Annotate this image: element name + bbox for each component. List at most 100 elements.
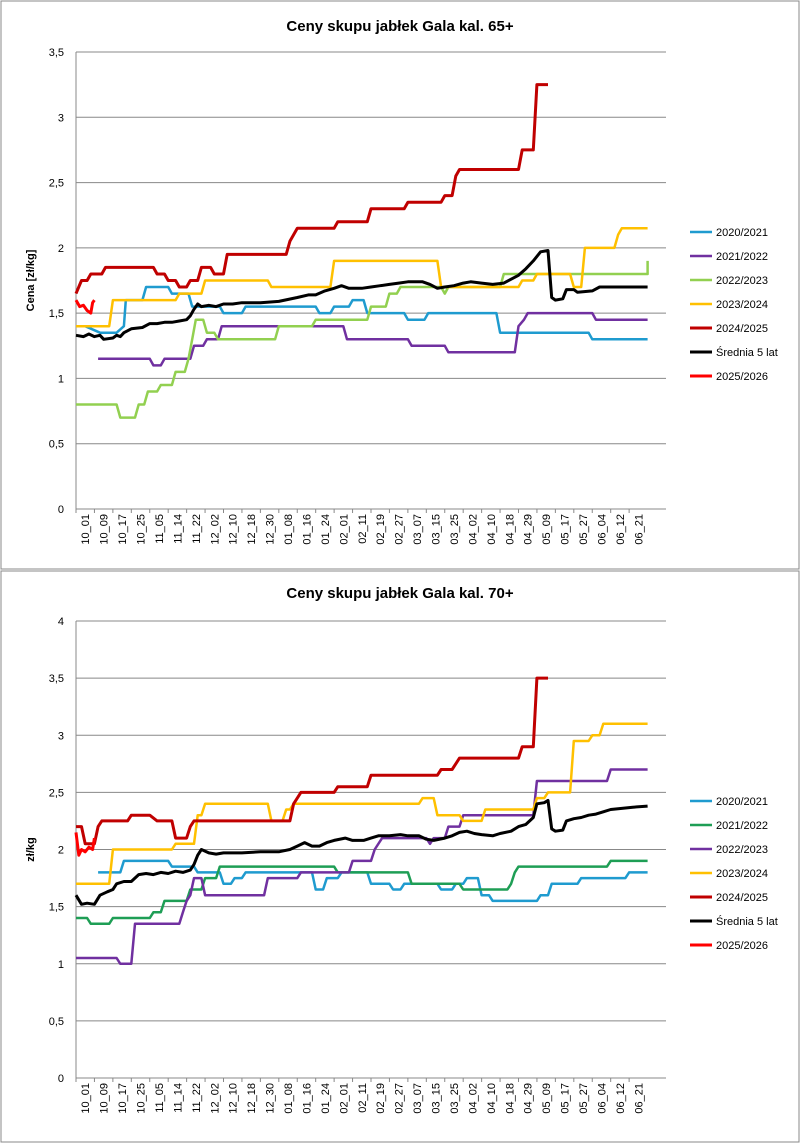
x-tick-label: 02_19	[375, 1083, 387, 1114]
x-tick-label: 01_24	[320, 514, 332, 545]
x-tick-label: 04_18	[504, 1083, 516, 1114]
x-tick-label: 10_01	[80, 514, 92, 545]
x-tick-label: 01_16	[301, 514, 313, 545]
x-tick-label: 12_18	[246, 1083, 258, 1114]
legend-label: 2021/2022	[716, 251, 768, 263]
x-tick-label: 06_12	[615, 1083, 627, 1114]
series-line-2024-2025	[76, 676, 548, 846]
y-tick-label: 3,5	[49, 673, 64, 685]
x-tick-label: 12_30	[265, 514, 277, 545]
x-tick-label: 12_02	[209, 1083, 221, 1114]
x-tick-label: 03_15	[431, 514, 443, 545]
y-tick-label: 0,5	[49, 439, 64, 451]
x-tick-label: 11_14	[172, 514, 184, 544]
x-tick-label: 10_17	[117, 1083, 129, 1114]
series-line-2025-2026	[74, 299, 96, 315]
legend-label: 2022/2023	[716, 275, 768, 287]
chart-frame	[0, 570, 800, 1143]
x-tick-label: 04_18	[504, 514, 516, 545]
series-line--rednia-5-lat	[75, 249, 648, 341]
x-tick-label: 11_05	[154, 514, 166, 544]
series-line-2023-2024	[76, 722, 648, 886]
x-tick-label: 10_25	[136, 514, 148, 545]
x-tick-label: 05_27	[578, 514, 590, 545]
x-tick-label: 11_22	[191, 514, 203, 544]
x-tick-label: 12_10	[228, 1083, 240, 1114]
x-tick-label: 05_09	[541, 514, 553, 545]
x-tick-label: 02_11	[357, 514, 369, 544]
x-tick-label: 06_21	[633, 1083, 645, 1114]
y-tick-label: 2,5	[49, 787, 64, 799]
x-tick-label: 04_10	[486, 1083, 498, 1114]
x-tick-label: 04_10	[486, 514, 498, 545]
x-tick-label: 11_14	[172, 1083, 184, 1113]
y-tick-label: 3	[58, 730, 64, 742]
y-tick-label: 1	[58, 373, 64, 385]
x-tick-label: 06_12	[615, 514, 627, 545]
legend-label: 2020/2021	[716, 796, 768, 808]
x-tick-label: 01_08	[283, 514, 295, 545]
y-tick-label: 2	[58, 845, 64, 857]
x-tick-label: 05_17	[560, 514, 572, 545]
series-line-2025-2026	[74, 832, 96, 857]
chart-title: Ceny skupu jabłek Gala kal. 65+	[286, 18, 513, 35]
y-axis-label: zł/kg	[25, 837, 37, 861]
y-tick-label: 1	[58, 959, 64, 971]
y-tick-label: 4	[58, 616, 64, 628]
x-tick-label: 04_29	[523, 514, 535, 545]
x-tick-label: 12_02	[209, 514, 221, 545]
y-tick-label: 1,5	[49, 902, 64, 914]
series-line-2021-2022	[76, 859, 648, 926]
x-tick-label: 02_01	[338, 514, 350, 545]
series-line-2020-2021	[84, 285, 648, 341]
x-tick-label: 10_25	[136, 1083, 148, 1114]
x-tick-label: 02_11	[357, 1083, 369, 1113]
x-tick-label: 02_27	[394, 1083, 406, 1114]
x-tick-label: 02_19	[375, 514, 387, 545]
x-tick-label: 01_24	[320, 1083, 332, 1114]
x-tick-label: 10_01	[80, 1083, 92, 1114]
legend-label: 2023/2024	[716, 299, 768, 311]
legend-label: 2024/2025	[716, 892, 768, 904]
chart-title: Ceny skupu jabłek Gala kal. 70+	[286, 585, 513, 602]
x-tick-label: 02_01	[338, 1083, 350, 1114]
x-tick-label: 11_05	[154, 1083, 166, 1113]
legend-label: 2025/2026	[716, 371, 768, 383]
x-tick-label: 06_04	[596, 1083, 608, 1114]
series-line-2024-2025	[74, 83, 548, 295]
y-tick-label: 3,5	[49, 47, 64, 59]
y-axis-label: Cena [zł/kg]	[25, 249, 37, 311]
x-tick-label: 01_16	[301, 1083, 313, 1114]
x-tick-label: 06_21	[633, 514, 645, 545]
x-tick-label: 02_27	[394, 514, 406, 545]
x-tick-label: 04_02	[467, 1083, 479, 1114]
x-tick-label: 05_17	[560, 1083, 572, 1114]
chart-frame	[0, 0, 800, 570]
x-tick-label: 05_27	[578, 1083, 590, 1114]
series-line--rednia-5-lat	[74, 798, 648, 906]
x-tick-label: 04_29	[523, 1083, 535, 1114]
chart-2: Ceny skupu jabłek Gala kal. 70+ 0 0,5 1 1,5 2…	[0, 570, 800, 1143]
legend-label: Średnia 5 lat	[716, 346, 778, 359]
series-line-2020-2021	[98, 859, 648, 903]
x-tick-label: 10_17	[117, 514, 129, 545]
x-tick-label: 12_10	[228, 514, 240, 545]
x-tick-label: 03_25	[449, 1083, 461, 1114]
x-tick-label: 10_09	[99, 514, 111, 545]
y-tick-label: 1,5	[49, 308, 64, 320]
x-tick-label: 03_07	[412, 514, 424, 545]
x-tick-label: 10_09	[99, 1083, 111, 1114]
x-tick-label: 03_15	[431, 1083, 443, 1114]
y-tick-label: 3	[58, 112, 64, 124]
legend-label: 2021/2022	[716, 820, 768, 832]
x-tick-label: 05_09	[541, 1083, 553, 1114]
x-tick-label: 06_04	[596, 514, 608, 545]
x-tick-label: 01_08	[283, 1083, 295, 1114]
legend-label: 2023/2024	[716, 868, 768, 880]
x-tick-label: 12_30	[265, 1083, 277, 1114]
legend-label: 2022/2023	[716, 844, 768, 856]
legend-label: 2020/2021	[716, 227, 768, 239]
y-tick-label: 0	[58, 504, 64, 516]
